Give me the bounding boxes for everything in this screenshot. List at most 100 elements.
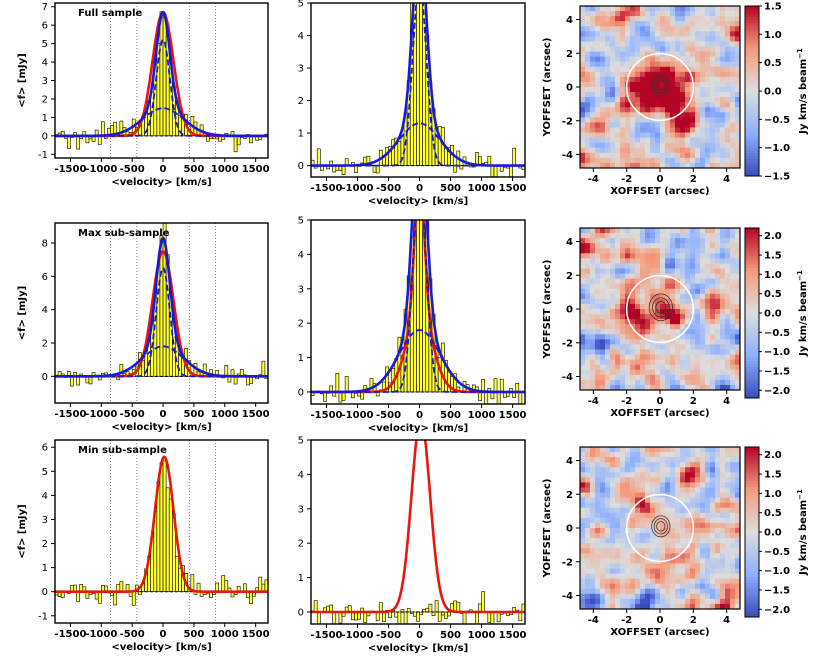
y-tick-label: 2 <box>42 539 48 550</box>
x-tick-label: -500 <box>120 629 145 640</box>
x-axis-label: <velocity> [km/s] <box>111 422 211 433</box>
histogram-bin <box>388 611 392 618</box>
x-tick-label: -2 <box>621 174 632 185</box>
y-axis-label: YOFFSET (arcsec) <box>542 38 553 138</box>
x-tick-label: 500 <box>183 629 204 640</box>
fit-curve-1 <box>55 455 268 593</box>
x-tick-label: 500 <box>183 409 204 420</box>
histogram-bin <box>202 363 207 377</box>
spectrum-panel-3: 0 2 4 6 8 -1500-1000 -500 0 500 1000 1500 <velocity… <box>17 222 270 433</box>
x-tick-label: 1500 <box>499 183 527 194</box>
y-tick-label: -4 <box>562 150 573 161</box>
y-tick-label: -2 <box>562 116 573 127</box>
y-tick-label: 6 <box>42 443 48 454</box>
y-tick-label: 0 <box>298 607 304 618</box>
histogram-bin <box>437 611 442 622</box>
colorbar-tick-label: −1.5 <box>764 585 790 596</box>
axes-frame <box>54 222 269 404</box>
colorbar-tick-label: 0.0 <box>764 309 782 320</box>
x-tick-label: 0 <box>160 164 167 175</box>
x-axis-label: XOFFSET (arcsec) <box>610 408 709 419</box>
histogram-bin <box>447 611 451 617</box>
y-tick-label: -4 <box>562 591 573 602</box>
map-panel-1: -4 -4 -2 -2 0 0 2 2 4 4 XOFFSET (arcsec) YOFFSET (a… <box>542 2 809 198</box>
x-tick-label: -4 <box>588 396 599 407</box>
x-tick-label: -1000 <box>85 164 117 175</box>
histogram-bin <box>113 591 118 606</box>
x-tick-label: -1000 <box>342 410 374 421</box>
histogram-bin <box>363 611 368 623</box>
y-tick-label: 4 <box>42 305 48 316</box>
contour <box>655 301 667 314</box>
y-tick-label: 4 <box>566 456 573 467</box>
spectrum-panel-6: 0 1 2 3 4 5 -1500 -1000 -500 0 500 1000 1500 <velocit… <box>298 436 527 655</box>
x-tick-label: 1500 <box>242 164 270 175</box>
y-tick-label: 0 <box>42 587 48 598</box>
histogram-bin <box>97 591 102 604</box>
x-tick-label: -1000 <box>85 409 117 420</box>
x-tick-label: 2 <box>690 174 697 185</box>
histogram-bin <box>372 165 377 173</box>
x-tick-label: -1500 <box>54 409 86 420</box>
histogram-bin <box>462 611 467 624</box>
colorbar-label: Jy km/s beam−1 <box>796 489 809 576</box>
contour <box>651 74 671 97</box>
y-axis-label: <f> [mJy] <box>17 53 28 107</box>
colorbar-tick-label: −0.5 <box>764 115 790 126</box>
y-axis-label: <f> [mJy] <box>17 286 28 340</box>
y-tick-label: 4 <box>298 250 304 261</box>
colorbar-label: Jy km/s beam−1 <box>796 48 809 135</box>
histogram-bin <box>382 611 386 622</box>
x-tick-label: -1000 <box>85 629 117 640</box>
colorbar-tick-label: 0.0 <box>764 87 782 98</box>
y-tick-label: 5 <box>298 436 304 447</box>
y-tick-label: 4 <box>298 31 304 42</box>
histogram-bin <box>419 3 423 166</box>
y-tick-label: 0 <box>298 161 304 172</box>
histogram-bin <box>425 607 430 613</box>
histogram-bin <box>162 460 167 592</box>
histogram-bin <box>518 391 523 404</box>
x-tick-label: -1500 <box>54 629 86 640</box>
histogram-bin <box>101 121 105 137</box>
x-tick-label: 500 <box>440 410 461 421</box>
y-tick-label: 1 <box>298 353 304 364</box>
colorbar-tick-label: −1.0 <box>764 143 790 154</box>
y-tick-label: 1 <box>298 129 304 140</box>
contour <box>652 297 670 318</box>
spectrum-panel-1: -1 0 1 2 3 4 5 6 7 -1500-1000 -500 0 500 1000 1500 <vel… <box>17 2 270 188</box>
panel-title: Max sub-sample <box>78 228 170 239</box>
aperture-circle <box>625 274 695 344</box>
histogram-bin <box>397 611 402 624</box>
x-tick-label: 0 <box>160 629 167 640</box>
histogram-bin <box>444 611 448 619</box>
colorbar-tick-label: −2.0 <box>764 386 790 397</box>
axes-frame <box>310 2 526 178</box>
colorbar-tick-label: 2.0 <box>764 231 782 242</box>
histogram-bin <box>261 360 266 377</box>
x-tick-label: 4 <box>723 396 730 407</box>
histogram-bin <box>67 135 71 149</box>
histogram-bin <box>119 364 124 377</box>
histogram-bin <box>444 147 448 166</box>
histogram-bin <box>354 165 358 174</box>
plot-area <box>311 440 525 624</box>
y-tick-label: 3 <box>298 64 304 75</box>
histogram-bin <box>512 147 516 166</box>
colorbar-tick-label: −1.5 <box>764 366 790 377</box>
histogram-bin <box>335 373 340 393</box>
y-tick-label: 0 <box>566 524 573 535</box>
histogram-bin <box>175 555 179 592</box>
colorbar: −2.0 −1.5 −1.0 −0.5 0.0 0.5 1.0 1.5 2.0 Jy km/s b… <box>744 446 809 618</box>
x-tick-label: -1000 <box>342 630 374 641</box>
colorbar: −1.5 −1.0 −0.5 0.0 0.5 1.0 1.5 Jy km/s beam−1 <box>744 2 809 183</box>
colorbar-label-text: Jy km/s beam <box>798 59 809 135</box>
colorbar-label-text: Jy km/s beam <box>798 500 809 576</box>
x-tick-label: 2 <box>690 615 697 626</box>
colorbar-tick-label: −2.0 <box>764 605 790 616</box>
colorbar-label: Jy km/s beam−1 <box>796 270 809 357</box>
component-curve-4 <box>55 107 268 137</box>
y-axis-label: YOFFSET (arcsec) <box>542 260 553 360</box>
colorbar-tick-label: 0.5 <box>764 58 782 69</box>
x-tick-label: 500 <box>440 630 461 641</box>
